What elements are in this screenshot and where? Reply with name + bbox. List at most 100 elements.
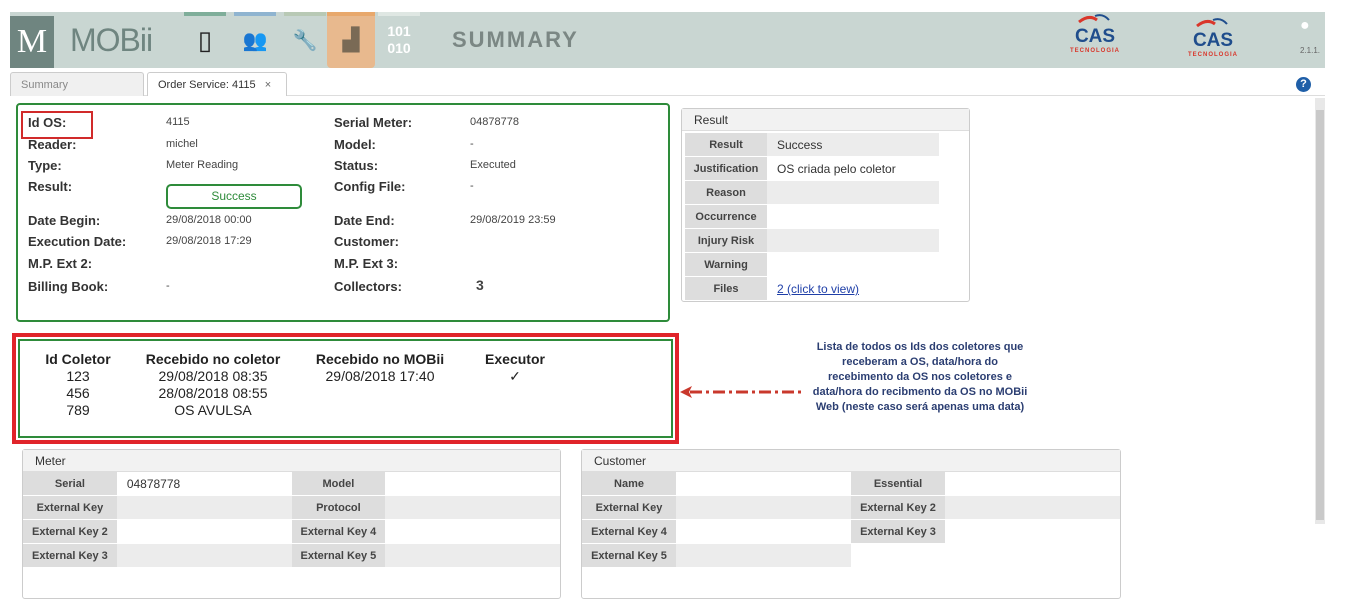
customer-panel-title: Customer xyxy=(582,450,1120,472)
meter-key: Protocol xyxy=(291,496,386,520)
user-icon[interactable]: ● xyxy=(1300,17,1310,34)
col-id-coletor: Id Coletor 123 456 789 xyxy=(45,351,111,418)
result-key: Files xyxy=(685,277,767,301)
nav-summary[interactable]: ▟ xyxy=(327,12,375,68)
customer-value xyxy=(676,520,851,544)
customer-key: External Key 2 xyxy=(851,496,945,520)
customer-value xyxy=(676,472,851,496)
result-value xyxy=(767,205,939,229)
result-panel-title: Result xyxy=(682,109,969,131)
customer-key: External Key 3 xyxy=(851,520,945,544)
result-value: Success xyxy=(767,133,939,157)
nav-users[interactable]: 👥 xyxy=(234,12,276,68)
page-title: SUMMARY xyxy=(452,27,579,52)
nav-devices[interactable]: ▯ xyxy=(184,12,226,68)
col-recebido-mobii: Recebido no MOBii 29/08/2018 17:40 xyxy=(315,351,445,384)
field-label: Customer: xyxy=(334,234,400,249)
tab-order-service[interactable]: Order Service: 4115 × xyxy=(147,72,287,96)
customer-value xyxy=(945,472,1120,496)
field-value: - xyxy=(470,138,474,150)
field-value: Meter Reading xyxy=(166,159,239,171)
field-value: 4115 xyxy=(166,116,190,128)
customer-row: External Key 4 External Key 3 xyxy=(582,520,1120,544)
tablet-icon: ▯ xyxy=(197,24,213,55)
customer-panel: Customer Name Essential External Key Extern… xyxy=(581,449,1121,599)
result-row: Result Success xyxy=(685,133,969,157)
meter-key: External Key 5 xyxy=(291,544,386,568)
field-value: 29/08/2018 17:29 xyxy=(166,235,252,247)
col-recebido-coletor: Recebido no coletor 29/08/2018 08:35 28/08… xyxy=(145,351,281,418)
field-label: Collectors: xyxy=(334,279,402,294)
meter-value xyxy=(385,496,560,520)
field-label: Config File: xyxy=(334,179,406,194)
meter-panel-title: Meter xyxy=(23,450,560,472)
scrollbar[interactable] xyxy=(1315,98,1325,524)
result-key: Reason xyxy=(685,181,767,205)
meter-value xyxy=(385,472,560,496)
col-executor: Executor ✓ xyxy=(475,351,555,385)
meter-key: Model xyxy=(291,472,386,496)
meter-value xyxy=(116,544,292,568)
result-value xyxy=(767,229,939,253)
customer-key: External Key xyxy=(582,496,676,520)
close-tab-icon[interactable]: × xyxy=(264,79,272,91)
meter-row: External Key 2 External Key 4 xyxy=(23,520,560,544)
customer-key: Name xyxy=(582,472,676,496)
files-link[interactable]: 2 (click to view) xyxy=(767,277,939,301)
result-key: Justification xyxy=(685,157,767,181)
tab-label: Order Service: 4115 xyxy=(158,79,256,91)
cas-logo-2: CAS TECNOLOGIA xyxy=(1178,18,1248,60)
result-key: Warning xyxy=(685,253,767,277)
customer-key: Essential xyxy=(851,472,945,496)
bar-chart-icon: ▟ xyxy=(342,27,360,52)
nav-binary[interactable]: 101 010 xyxy=(378,12,420,68)
result-row: Injury Risk xyxy=(685,229,969,253)
customer-value xyxy=(676,496,851,520)
customer-key: External Key 4 xyxy=(582,520,676,544)
field-label: Reader: xyxy=(28,137,77,152)
customer-row: Name Essential xyxy=(582,472,1120,496)
check-icon: ✓ xyxy=(509,368,521,384)
meter-key: External Key xyxy=(23,496,117,520)
result-key: Occurrence xyxy=(685,205,767,229)
result-key: Result xyxy=(685,133,767,157)
field-label: Model: xyxy=(334,137,376,152)
field-label: Status: xyxy=(334,158,379,173)
result-value: OS criada pelo coletor xyxy=(767,157,939,181)
mobii-logo-icon: M xyxy=(10,16,54,68)
meter-key: External Key 4 xyxy=(291,520,386,544)
cas-logo: CAS TECNOLOGIA xyxy=(1060,14,1130,56)
app-name: MOBii xyxy=(70,22,153,58)
meter-value xyxy=(116,520,292,544)
result-row: Justification OS criada pelo coletor xyxy=(685,157,969,181)
meter-row: External Key Protocol xyxy=(23,496,560,520)
result-badge: Success xyxy=(166,184,302,209)
result-row: Files 2 (click to view) xyxy=(685,277,969,301)
arrow-left-icon xyxy=(680,386,804,398)
collectors-highlight: Id Coletor 123 456 789 Recebido no coletor 2… xyxy=(12,333,679,444)
nav-maintenance[interactable]: 🔧 xyxy=(284,12,326,68)
collectors-table: Id Coletor 123 456 789 Recebido no coletor 2… xyxy=(18,339,673,438)
field-label: Execution Date: xyxy=(28,234,127,249)
field-label: M.P. Ext 2: xyxy=(28,256,93,271)
annotation-note: Lista de todos os Ids dos coletores que … xyxy=(812,341,1028,413)
result-row: Occurrence xyxy=(685,205,969,229)
result-panel: Result Result Success Justification OS cria… xyxy=(681,108,970,302)
meter-row: External Key 3 External Key 5 xyxy=(23,544,560,568)
field-value: 29/08/2018 00:00 xyxy=(166,214,252,226)
meter-value xyxy=(385,544,560,568)
field-value: - xyxy=(166,280,170,292)
result-value xyxy=(767,181,939,205)
top-bar: M MOBii ▯ 👥 🔧 ▟ 101 010 SUMMARY CAS TECNOL… xyxy=(10,12,1325,68)
tab-summary[interactable]: Summary xyxy=(10,72,144,96)
result-key: Injury Risk xyxy=(685,229,767,253)
field-label: M.P. Ext 3: xyxy=(334,256,399,271)
users-icon: 👥 xyxy=(242,29,268,52)
meter-value xyxy=(116,496,292,520)
wrench-tablet-icon: 🔧 xyxy=(292,29,318,52)
meter-value xyxy=(385,520,560,544)
help-icon[interactable]: ? xyxy=(1296,77,1311,92)
field-value: Executed xyxy=(470,159,516,171)
meter-key: External Key 3 xyxy=(23,544,117,568)
customer-value xyxy=(945,496,1120,520)
